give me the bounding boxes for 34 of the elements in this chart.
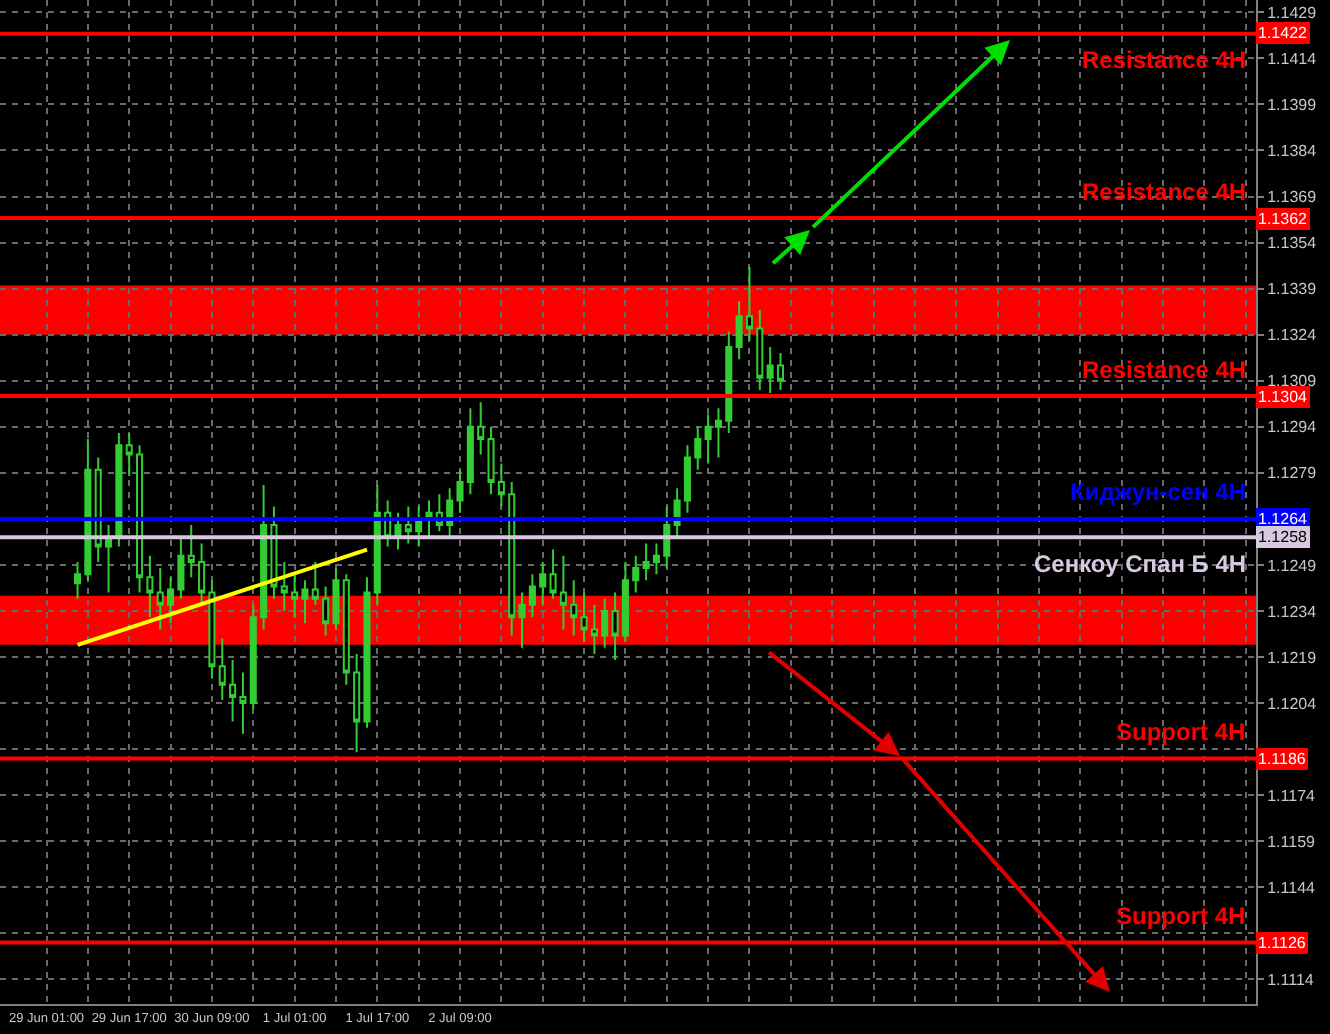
y-tick-label: 1.1249 — [1267, 556, 1318, 575]
y-tick-label: 1.1384 — [1267, 142, 1318, 161]
y-tick-label: 1.1219 — [1267, 648, 1318, 667]
annotation: 1.1304 — [1258, 388, 1309, 406]
y-tick-label: 1.1234 — [1267, 602, 1318, 621]
ref-line-label: Сенкоу Спан Б 4H — [1034, 550, 1247, 578]
annotation: 1.1126 — [1258, 934, 1307, 952]
candlestick — [115, 431, 123, 548]
y-tick-label: 1.1399 — [1267, 96, 1318, 114]
y-tick-label: 1.1414 — [1267, 49, 1318, 68]
y-tick-label: 1.1114 — [1267, 971, 1315, 990]
ref-line-label: Support 4H — [1116, 718, 1246, 746]
annotation: 1.1186 — [1258, 750, 1307, 768]
annotation: 1.1422 — [1258, 24, 1309, 42]
y-tick-label: 1.1159 — [1267, 832, 1317, 851]
y-tick-label: 1.1204 — [1267, 694, 1318, 713]
y-tick-label: 1.1369 — [1267, 188, 1318, 207]
ref-line-label: Киджун-сен 4H — [1070, 478, 1247, 506]
y-tick-label: 1.1174 — [1267, 786, 1317, 805]
y-tick-label: 1.1294 — [1267, 418, 1318, 437]
ref-line-label: Resistance 4H — [1082, 356, 1247, 384]
y-tick-label: 1.1144 — [1267, 878, 1317, 897]
ref-line-label: Resistance 4H — [1082, 178, 1247, 206]
ref-line-label: Support 4H — [1116, 902, 1246, 930]
annotation: 1.1264 — [1258, 510, 1309, 528]
y-tick-label: 1.1279 — [1267, 464, 1318, 483]
y-tick-label: 1.1354 — [1267, 234, 1318, 253]
y-tick-label: 1.1429 — [1267, 3, 1318, 22]
annotation: 1.1362 — [1258, 210, 1309, 228]
y-tick-label: 1.1324 — [1267, 326, 1318, 345]
y-tick-label: 1.1339 — [1267, 280, 1318, 299]
annotation: 1.1258 — [1258, 528, 1309, 546]
ref-line-label: Resistance 4H — [1082, 46, 1247, 74]
y-tick-label: 1.1309 — [1267, 372, 1318, 391]
